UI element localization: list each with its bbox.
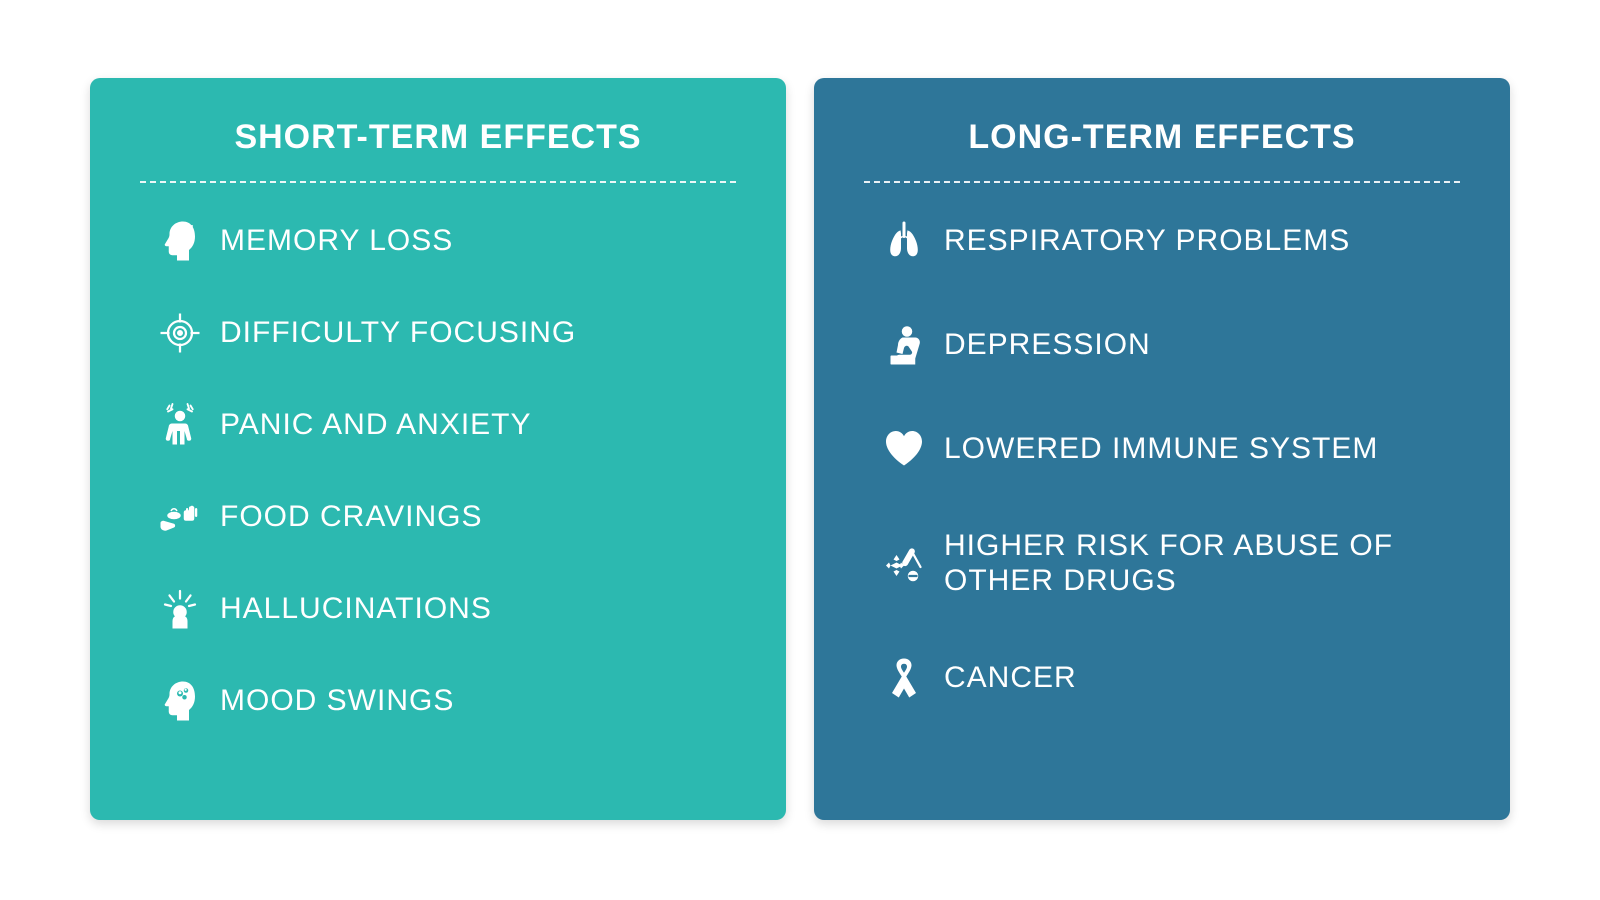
item-label: PANIC AND ANXIETY bbox=[220, 408, 736, 443]
short-term-title: SHORT-TERM EFFECTS bbox=[140, 118, 736, 157]
list-item: PANIC AND ANXIETY bbox=[140, 401, 736, 449]
list-item: CANCER bbox=[864, 654, 1460, 702]
list-item: HIGHER RISK FOR ABUSE OF OTHER DRUGS bbox=[864, 529, 1460, 598]
item-label: MEMORY LOSS bbox=[220, 224, 736, 259]
list-item: MEMORY LOSS bbox=[140, 217, 736, 265]
list-item: FOOD CRAVINGS bbox=[140, 493, 736, 541]
heart-icon bbox=[864, 425, 944, 473]
hallucination-icon bbox=[140, 585, 220, 633]
brain-head-icon bbox=[140, 217, 220, 265]
list-item: DEPRESSION bbox=[864, 321, 1460, 369]
lungs-icon bbox=[864, 217, 944, 265]
list-item: MOOD SWINGS bbox=[140, 677, 736, 725]
ribbon-icon bbox=[864, 654, 944, 702]
divider bbox=[140, 181, 736, 183]
item-label: LOWERED IMMUNE SYSTEM bbox=[944, 432, 1460, 467]
item-label: FOOD CRAVINGS bbox=[220, 500, 736, 535]
divider bbox=[864, 181, 1460, 183]
target-icon bbox=[140, 309, 220, 357]
depression-icon bbox=[864, 321, 944, 369]
item-label: HALLUCINATIONS bbox=[220, 592, 736, 627]
mood-head-icon bbox=[140, 677, 220, 725]
list-item: DIFFICULTY FOCUSING bbox=[140, 309, 736, 357]
short-term-list: MEMORY LOSS DIFFICULTY FOCUSING PANIC AN… bbox=[140, 217, 736, 725]
long-term-title: LONG-TERM EFFECTS bbox=[864, 118, 1460, 157]
item-label: CANCER bbox=[944, 661, 1460, 696]
item-label: RESPIRATORY PROBLEMS bbox=[944, 224, 1460, 259]
item-label: DEPRESSION bbox=[944, 328, 1460, 363]
item-label: MOOD SWINGS bbox=[220, 684, 736, 719]
item-label: DIFFICULTY FOCUSING bbox=[220, 316, 736, 351]
item-label: HIGHER RISK FOR ABUSE OF OTHER DRUGS bbox=[944, 529, 1460, 598]
list-item: RESPIRATORY PROBLEMS bbox=[864, 217, 1460, 265]
long-term-panel: LONG-TERM EFFECTS RESPIRATORY PROBLEMS D… bbox=[814, 78, 1510, 820]
list-item: LOWERED IMMUNE SYSTEM bbox=[864, 425, 1460, 473]
list-item: HALLUCINATIONS bbox=[140, 585, 736, 633]
drugs-icon bbox=[864, 540, 944, 588]
short-term-panel: SHORT-TERM EFFECTS MEMORY LOSS DIFFICULT… bbox=[90, 78, 786, 820]
panic-person-icon bbox=[140, 401, 220, 449]
food-hands-icon bbox=[140, 493, 220, 541]
long-term-list: RESPIRATORY PROBLEMS DEPRESSION LOWERED … bbox=[864, 217, 1460, 702]
